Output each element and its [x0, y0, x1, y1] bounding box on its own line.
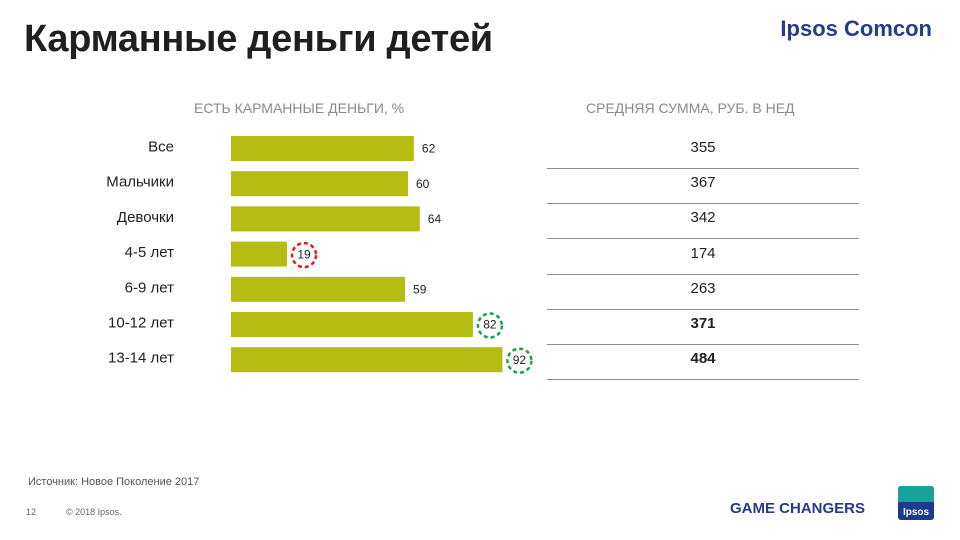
value-label: 62 — [422, 142, 436, 156]
row-divider — [547, 238, 859, 240]
value-label: 19 — [297, 247, 311, 261]
bar — [231, 206, 420, 232]
highlight-circle — [476, 312, 504, 339]
table-row-value: 484 — [690, 350, 716, 368]
bar — [231, 312, 473, 337]
bar-chart: Все 62 Мальчики 60 Девочки 64 4-5 лет 19 6-9 лет… — [106, 136, 533, 374]
table-header: СРЕДНЯЯ СУММА, РУБ. В НЕД — [586, 100, 795, 116]
value-label: 82 — [483, 318, 497, 332]
ipsos-logo: Ipsos — [898, 486, 934, 520]
bar — [231, 171, 408, 197]
category-label: 13-14 лет — [108, 350, 174, 367]
bar — [231, 241, 288, 267]
category-label: 10-12 лет — [108, 314, 174, 331]
row-divider — [547, 308, 859, 310]
value-label: 59 — [413, 282, 427, 296]
value-label: 64 — [428, 212, 442, 226]
table-row-value: 367 — [690, 174, 716, 192]
bar — [231, 136, 414, 161]
table-row-value: 355 — [690, 139, 716, 156]
bar — [231, 276, 406, 302]
row-divider — [547, 168, 859, 169]
row-divider — [547, 344, 859, 345]
source-note: Источник: Новое Поколение 2017 — [28, 476, 200, 488]
table-row-value: 371 — [690, 315, 716, 332]
page-title: Карманные деньги детей — [24, 18, 493, 60]
logo-text: Ipsos — [902, 507, 930, 518]
category-label: 4-5 лет — [125, 244, 174, 261]
row-divider — [547, 273, 859, 275]
bar — [231, 347, 503, 373]
value-label: 60 — [416, 177, 430, 191]
row-divider — [547, 203, 859, 205]
row-divider — [547, 379, 859, 381]
logo-accent — [898, 486, 934, 502]
category-label: Все — [148, 138, 174, 155]
category-label: Девочки — [117, 209, 174, 226]
page-number: 12 — [26, 507, 37, 517]
brand-logo: Ipsos Comcon — [780, 16, 932, 41]
bar-chart-header: ЕСТЬ КАРМАННЫЕ ДЕНЬГИ, % — [194, 100, 405, 116]
value-label: 92 — [513, 353, 527, 367]
highlight-circle — [290, 241, 318, 269]
table-row-value: 342 — [690, 209, 716, 227]
table-row-value: 174 — [690, 244, 716, 262]
highlight-circle — [506, 347, 533, 374]
category-label: 6-9 лет — [125, 279, 174, 296]
category-label: Мальчики — [106, 174, 174, 191]
copyright: © 2018 Ipsos. — [66, 507, 122, 517]
table-row-value: 263 — [690, 279, 716, 297]
tagline: GAME CHANGERS — [730, 500, 866, 517]
